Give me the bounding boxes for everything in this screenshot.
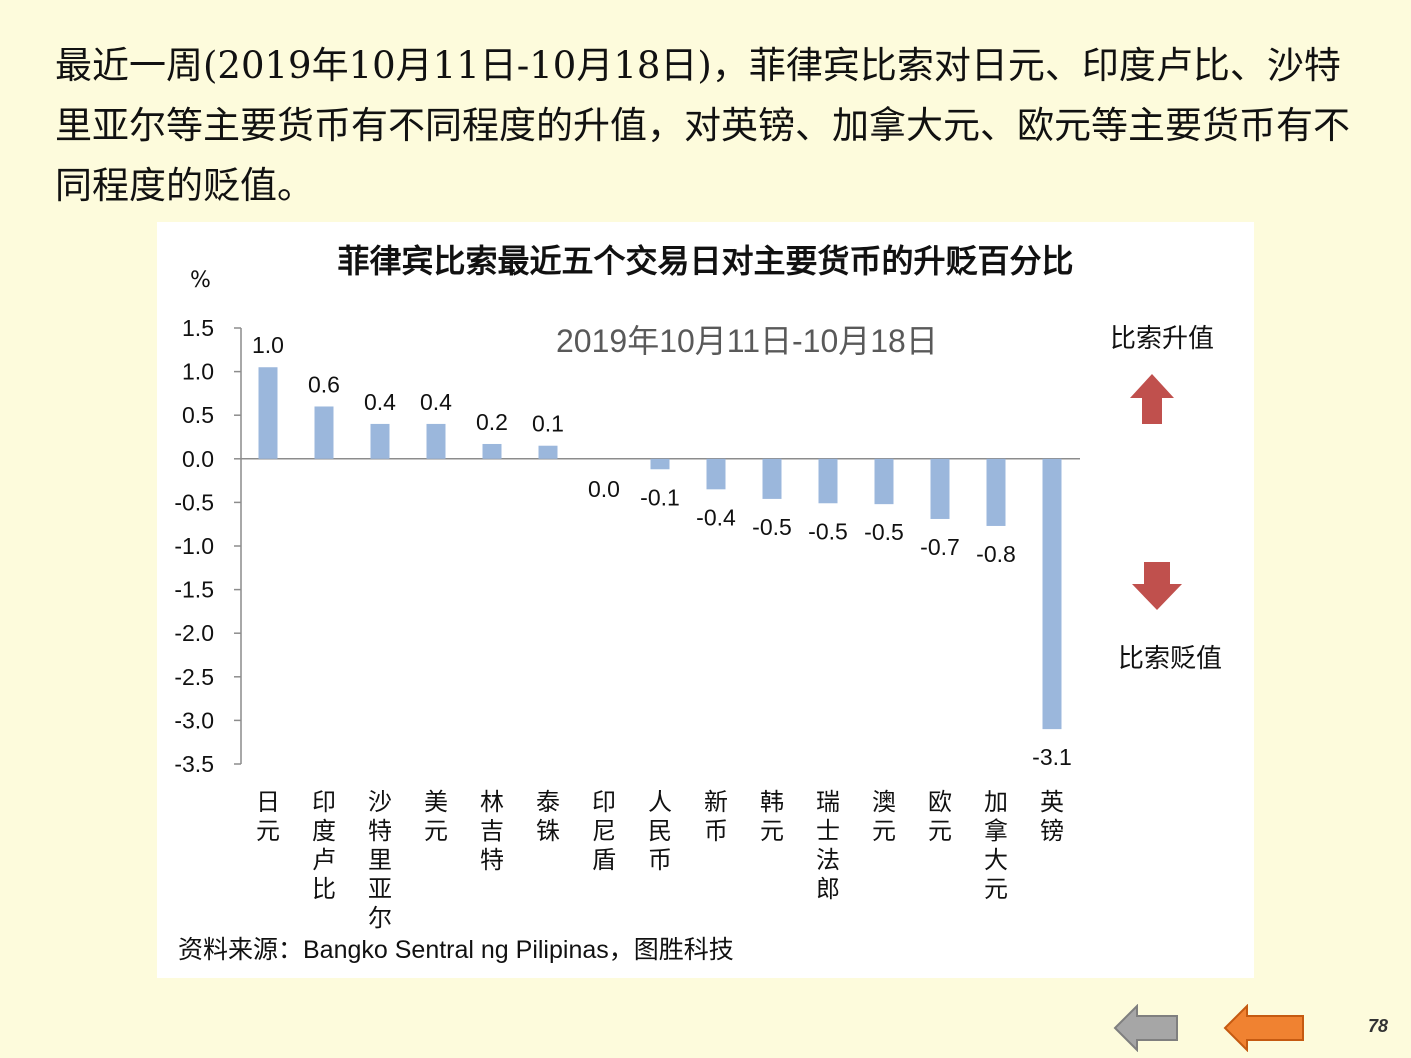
bar bbox=[818, 458, 838, 504]
data-label: -0.1 bbox=[640, 484, 680, 510]
category-label: 泰铢 bbox=[536, 788, 560, 845]
y-axis-unit-label: % bbox=[190, 268, 211, 293]
data-label: 1.0 bbox=[252, 332, 284, 358]
y-tick-label: -3.0 bbox=[174, 707, 214, 733]
previous-page-button[interactable] bbox=[1113, 1004, 1181, 1052]
category-label: 英镑 bbox=[1040, 788, 1064, 845]
y-tick-label: 0.5 bbox=[182, 402, 214, 428]
category-label: 美元 bbox=[424, 788, 448, 845]
category-label: 人民币 bbox=[648, 788, 672, 874]
data-label: 0.4 bbox=[364, 389, 396, 415]
y-tick-label: 0.0 bbox=[182, 446, 214, 472]
data-label: 0.4 bbox=[420, 389, 452, 415]
up-arrow-icon bbox=[1130, 374, 1174, 424]
category-label: 印度卢比 bbox=[312, 788, 336, 903]
y-tick-label: -1.5 bbox=[174, 577, 214, 603]
category-label: 印尼盾 bbox=[592, 788, 616, 874]
y-tick-label: 1.0 bbox=[182, 359, 214, 385]
y-tick-label: -2.0 bbox=[174, 620, 214, 646]
y-tick-label: -2.5 bbox=[174, 664, 214, 690]
category-label: 新币 bbox=[704, 788, 728, 845]
bar bbox=[258, 367, 278, 459]
chart-panel bbox=[157, 222, 1254, 978]
bar bbox=[930, 458, 950, 519]
bar bbox=[986, 458, 1006, 526]
y-tick-label: -3.5 bbox=[174, 751, 214, 777]
data-label: 0.6 bbox=[308, 371, 340, 397]
data-label: 0.1 bbox=[532, 411, 564, 437]
data-label: -0.7 bbox=[920, 534, 960, 560]
category-label: 澳元 bbox=[872, 788, 896, 845]
y-tick-label: 1.5 bbox=[182, 315, 214, 341]
bar bbox=[706, 458, 726, 490]
bar bbox=[874, 458, 894, 505]
category-label: 加拿大元 bbox=[984, 788, 1008, 903]
bar bbox=[426, 423, 446, 459]
data-label: -0.4 bbox=[696, 504, 736, 530]
data-label: -0.5 bbox=[864, 519, 904, 545]
down-arrow-icon bbox=[1132, 562, 1182, 610]
bar bbox=[538, 445, 558, 459]
category-label: 沙特里亚尔 bbox=[368, 788, 392, 932]
category-label: 日元 bbox=[256, 788, 280, 845]
next-page-button[interactable] bbox=[1223, 1004, 1307, 1052]
category-label: 瑞士法郎 bbox=[816, 788, 840, 903]
bar bbox=[370, 423, 390, 459]
intro-paragraph: 最近一周(2019年10月11日-10月18日)，菲律宾比索对日元、印度卢比、沙… bbox=[55, 44, 1350, 207]
category-label: 韩元 bbox=[760, 788, 784, 845]
page-number: 78 bbox=[1368, 1016, 1389, 1036]
data-label: 0.2 bbox=[476, 409, 508, 435]
data-label: -0.5 bbox=[752, 514, 792, 540]
source-note: 资料来源：Bangko Sentral ng Pilipinas，图胜科技 bbox=[178, 936, 734, 964]
data-label: 0.0 bbox=[588, 476, 620, 502]
depreciate-label: 比索贬值 bbox=[1118, 644, 1223, 674]
chart-subtitle: 2019年10月11日-10月18日 bbox=[556, 323, 938, 359]
y-tick-label: -0.5 bbox=[174, 489, 214, 515]
bar bbox=[482, 443, 502, 459]
category-label: 欧元 bbox=[928, 788, 952, 845]
appreciate-label: 比索升值 bbox=[1110, 324, 1215, 354]
data-label: -0.8 bbox=[976, 541, 1016, 567]
chart-title: 菲律宾比索最近五个交易日对主要货币的升贬百分比 bbox=[337, 242, 1074, 280]
bar bbox=[762, 458, 782, 499]
data-label: -0.5 bbox=[808, 518, 848, 544]
bar bbox=[650, 458, 670, 470]
bar bbox=[314, 406, 334, 459]
data-label: -3.1 bbox=[1032, 744, 1072, 770]
y-tick-label: -1.0 bbox=[174, 533, 214, 559]
category-label: 林吉特 bbox=[480, 788, 504, 874]
bar bbox=[1042, 458, 1062, 730]
